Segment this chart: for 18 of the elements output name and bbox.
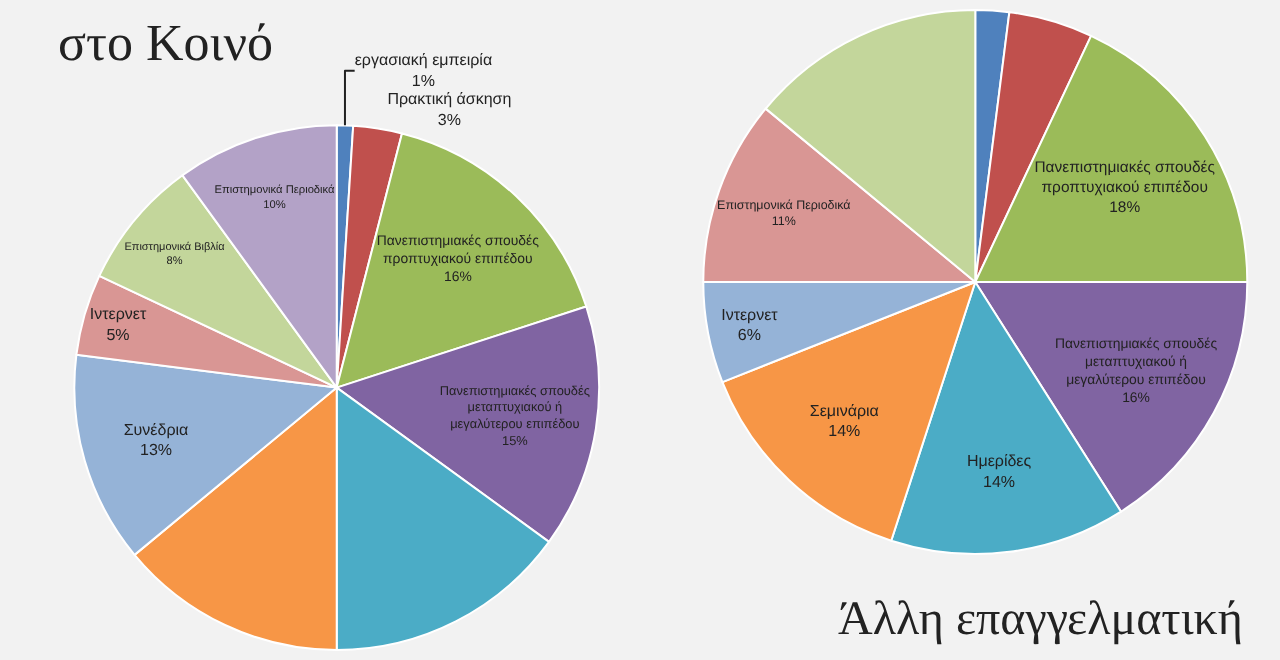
data-label: 5% [106, 325, 130, 344]
chart-title: στο Κοινό [58, 14, 273, 72]
text: Άλλη επαγγελματική [838, 594, 1243, 646]
data-label: 14% [828, 422, 861, 441]
data-label: 6% [737, 326, 761, 345]
slice-label: Πανεπιστημιακές σπουδές προπτυχιακού επιπέδου [1034, 157, 1216, 196]
data-label: 13% [139, 441, 173, 460]
slice-label: Σεμινάρια [809, 401, 880, 420]
slice-label: Ιντερνετ [721, 305, 780, 324]
slice-label: Ιντερνετ [89, 304, 148, 323]
data-label: 3% [437, 110, 461, 129]
data-label: 18% [1109, 198, 1141, 217]
slice-label: Συνέδρια [123, 420, 190, 439]
slice-label: Πρακτική άσκηση [387, 90, 512, 109]
data-label: 1% [411, 72, 435, 91]
slice-label: εργασιακή εμπειρία [354, 51, 493, 70]
data-label: 14% [983, 472, 1016, 491]
slice-label: Ημερίδες [966, 451, 1032, 470]
